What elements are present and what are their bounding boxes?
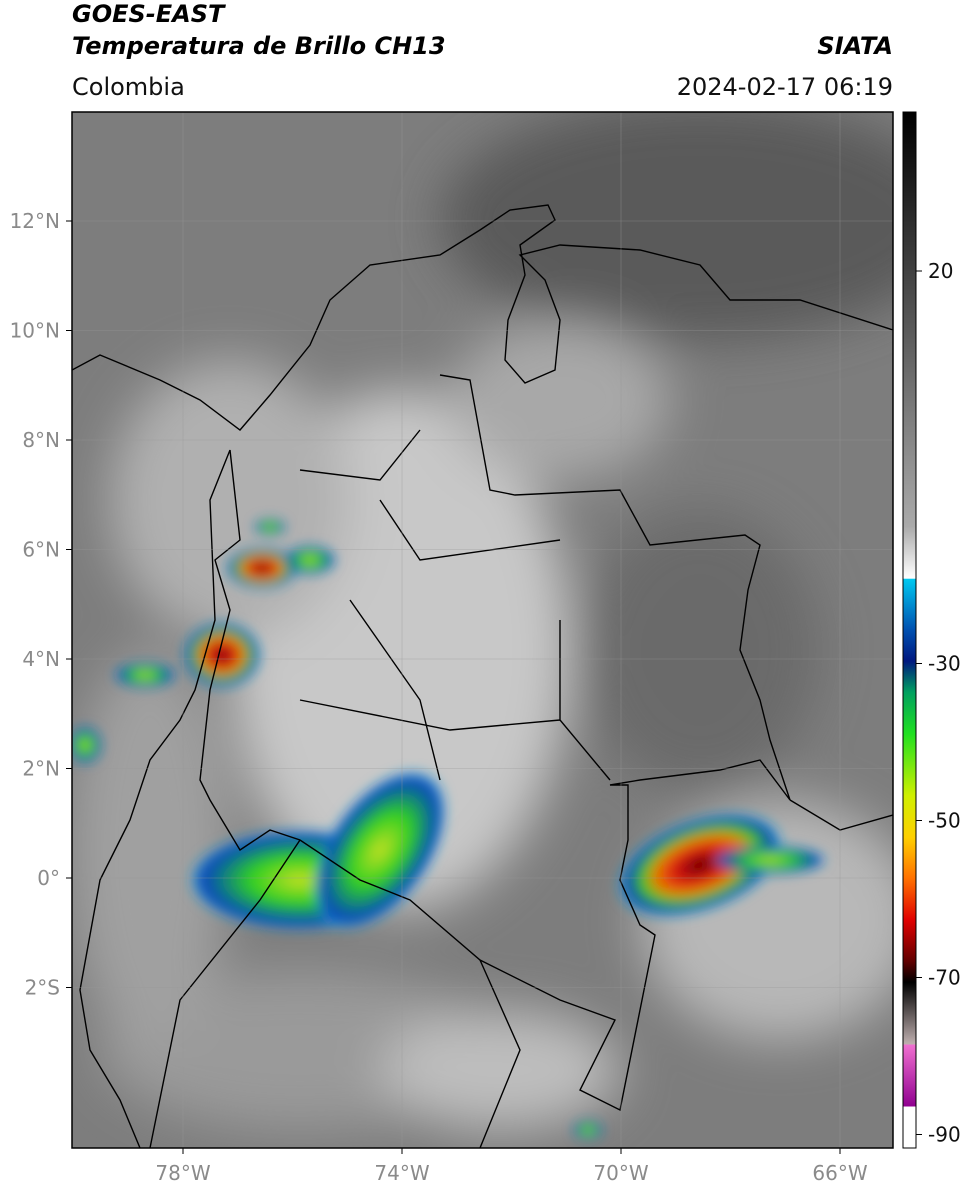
product-title: Temperatura de Brillo CH13	[72, 32, 446, 60]
colorbar-tick-label: -70	[928, 966, 961, 990]
colorbar	[902, 111, 917, 1149]
borders	[72, 204, 893, 1148]
lat-tick-label: 2°N	[22, 757, 60, 781]
lon-tick-label: 74°W	[374, 1161, 429, 1185]
source-title: GOES-EAST	[72, 0, 226, 28]
lat-tick-label: 12°N	[10, 209, 60, 233]
lon-tick-label: 70°W	[593, 1161, 648, 1185]
agency-title: SIATA	[817, 32, 893, 60]
lat-tick-label: 8°N	[22, 428, 60, 452]
lat-tick-label: 10°N	[10, 319, 60, 343]
lat-tick-label: 2°S	[25, 976, 60, 1000]
map-frame	[71, 111, 894, 1149]
graticule	[72, 112, 893, 1148]
timestamp: 2024-02-17 06:19	[677, 73, 893, 101]
lat-tick-label: 6°N	[22, 538, 60, 562]
region-label: Colombia	[72, 73, 185, 101]
satellite-image	[72, 112, 893, 1148]
colorbar-tick-label: -90	[928, 1123, 961, 1147]
lon-tick-label: 78°W	[155, 1161, 210, 1185]
lon-tick-label: 66°W	[812, 1161, 867, 1185]
colorbar-tick-label: -30	[928, 652, 961, 676]
lat-tick-label: 4°N	[22, 647, 60, 671]
colorbar-tick-label: -50	[928, 809, 961, 833]
colorbar-tick-label: 20	[928, 259, 953, 283]
lat-tick-label: 0°	[37, 866, 60, 890]
